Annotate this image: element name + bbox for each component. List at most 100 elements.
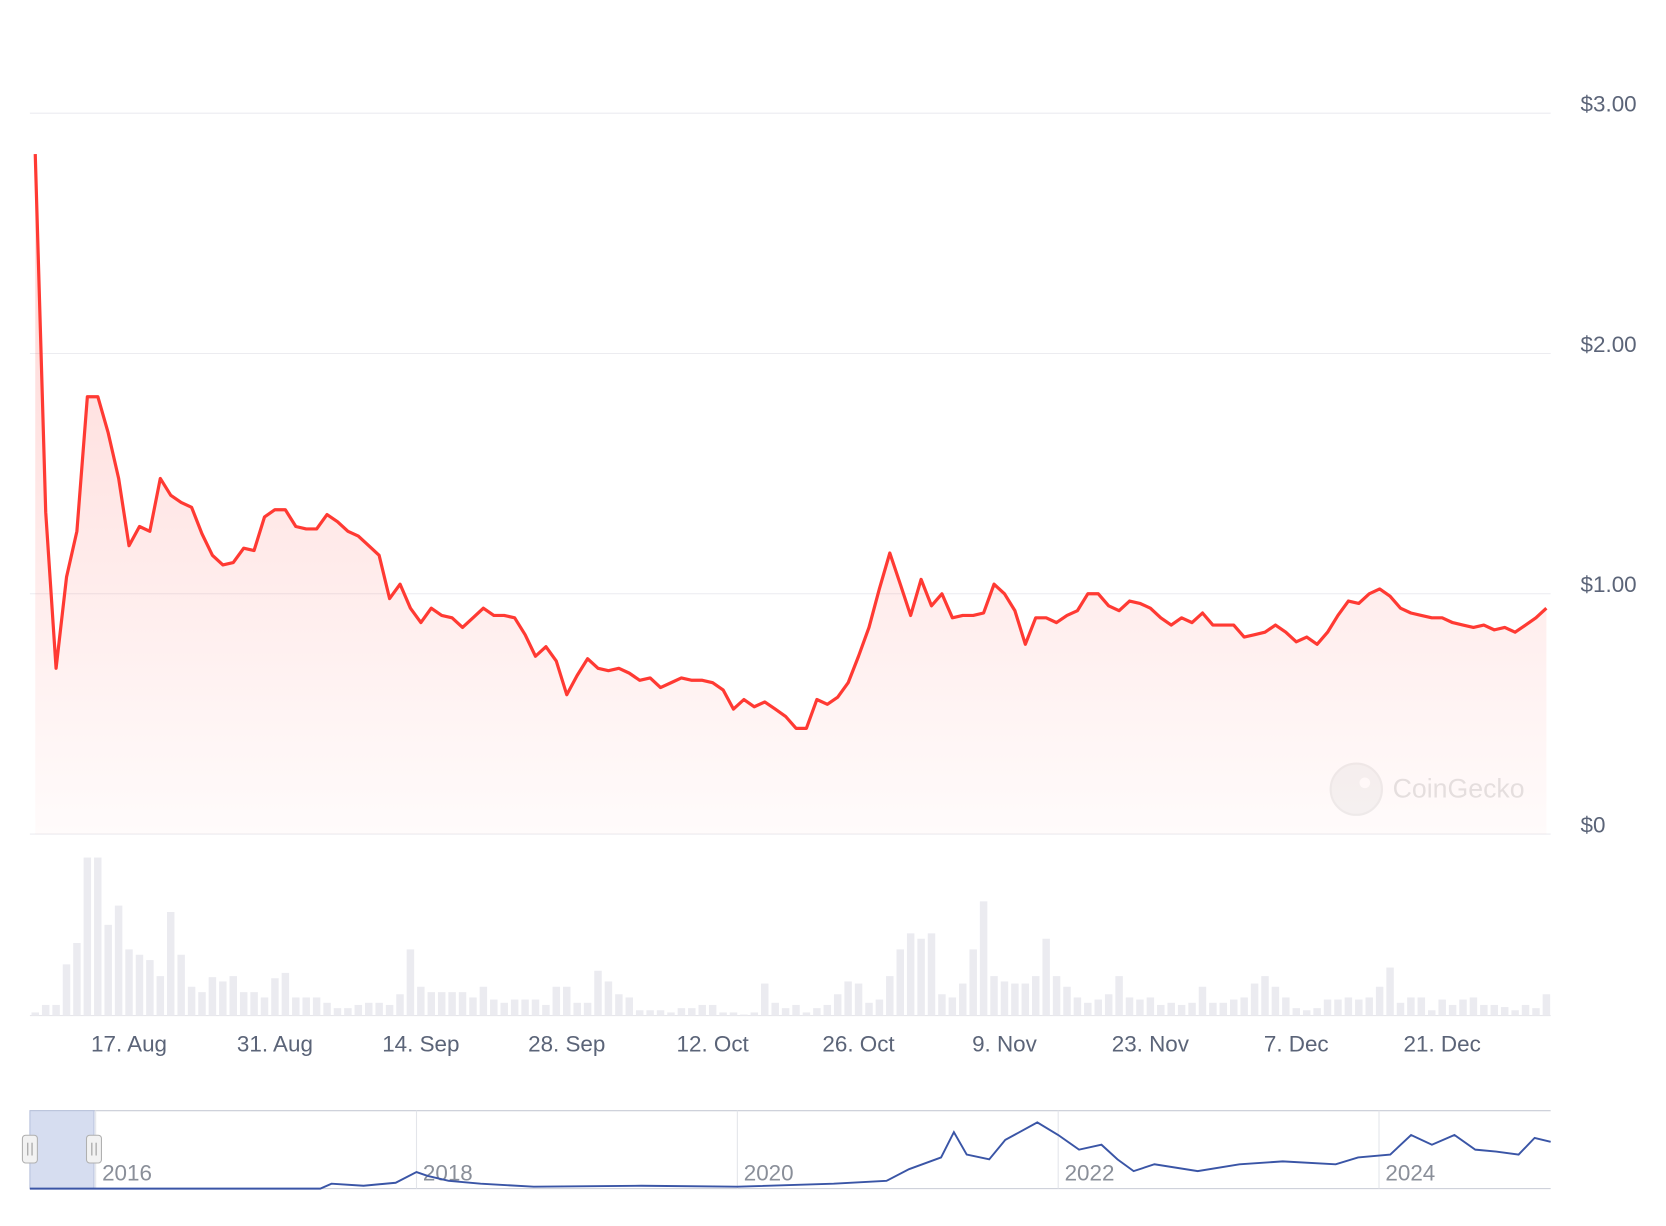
volume-bar — [365, 1002, 373, 1016]
volume-bar — [1250, 983, 1259, 1016]
volume-bar — [542, 1004, 550, 1016]
volume-bar — [333, 1008, 342, 1016]
volume-bar — [802, 1012, 811, 1016]
navigator-handle-body — [21, 1134, 38, 1164]
volume-bar — [1188, 1002, 1196, 1016]
volume-bar — [271, 978, 279, 1016]
x-tick-label: 7. Dec — [1264, 1031, 1329, 1056]
volume-bar — [833, 994, 842, 1016]
volume-bar — [1136, 999, 1144, 1016]
volume-bar — [375, 1002, 383, 1016]
volume-bar — [604, 981, 613, 1016]
volume-bar — [1459, 999, 1467, 1016]
volume-bar — [761, 983, 769, 1016]
volume-bar — [844, 981, 852, 1016]
volume-bar — [1031, 976, 1040, 1016]
volume-bar — [1480, 1004, 1488, 1016]
x-tick-label: 31. Aug — [237, 1031, 313, 1056]
volume-bar — [1521, 1004, 1530, 1016]
volume-bar — [1125, 997, 1134, 1016]
navigator-handle[interactable] — [21, 1134, 38, 1164]
volume-bar — [41, 1004, 50, 1016]
volume-bar — [479, 986, 488, 1016]
volume-bar — [990, 976, 998, 1016]
volume-bar — [771, 1002, 779, 1016]
volume-bar — [1490, 1004, 1499, 1016]
navigator-handle[interactable] — [85, 1134, 102, 1164]
volume-bar — [177, 954, 185, 1016]
volume-bar — [865, 1002, 873, 1016]
volume-bar — [406, 949, 415, 1016]
volume-bar — [323, 1002, 331, 1016]
x-tick-label: 14. Sep — [382, 1031, 459, 1056]
volume-bar — [1334, 999, 1342, 1016]
volume-bar — [979, 901, 988, 1016]
volume-bar — [469, 997, 477, 1016]
volume-bar — [1104, 994, 1113, 1016]
volume-bar — [1052, 976, 1061, 1016]
volume-bar — [1094, 999, 1102, 1016]
volume-bar — [677, 1008, 686, 1016]
volume-bar — [354, 1004, 363, 1016]
volume-bar — [385, 1004, 394, 1016]
volume-bar — [729, 1012, 738, 1016]
volume-bar — [938, 994, 946, 1016]
volume-bar — [750, 1012, 759, 1016]
volume-bar — [1042, 938, 1050, 1016]
volume-bar — [260, 997, 269, 1016]
volume-bar — [1198, 986, 1207, 1016]
volume-bar — [1511, 1010, 1519, 1016]
navigator-line — [29, 1121, 1551, 1190]
x-tick-label: 28. Sep — [528, 1031, 605, 1056]
volume-bar — [1365, 997, 1373, 1016]
volume-bar — [1428, 1010, 1436, 1016]
navigator-year-label: 2020 — [744, 1161, 794, 1186]
volume-bar — [854, 983, 863, 1016]
volume-bar — [875, 999, 884, 1016]
volume-bar — [656, 1010, 665, 1016]
volume-bar — [969, 949, 977, 1016]
volume-bar — [698, 1004, 706, 1016]
volume-bar — [688, 1008, 696, 1016]
volume-bar — [635, 1010, 644, 1016]
volume-bar — [1448, 1004, 1457, 1016]
volume-bar — [500, 1002, 508, 1016]
volume-bar — [1323, 999, 1332, 1016]
volume-bar — [114, 905, 123, 1016]
volume-bar — [1209, 1002, 1217, 1016]
volume-bar — [156, 976, 165, 1016]
volume-bar — [229, 976, 237, 1016]
volume-bar — [1261, 976, 1269, 1016]
volume-bar — [719, 1012, 727, 1016]
volume-bar — [521, 999, 529, 1016]
volume-bar — [906, 933, 915, 1016]
volume-bar — [959, 983, 967, 1016]
volume-bar — [1302, 1010, 1311, 1016]
volume-bar — [1375, 986, 1384, 1016]
volume-bar — [198, 992, 206, 1016]
volume-bar — [1313, 1008, 1321, 1016]
volume-bar — [1177, 1004, 1186, 1016]
volume-bar — [1500, 1007, 1509, 1016]
volume-bar — [615, 994, 623, 1016]
volume-bar — [1292, 1008, 1301, 1016]
volume-bar — [417, 986, 425, 1016]
volume-bar — [1240, 997, 1248, 1016]
volume-bar — [1407, 997, 1415, 1016]
volume-bar — [146, 960, 154, 1016]
volume-bar — [73, 942, 81, 1016]
volume-bar — [52, 1004, 60, 1016]
volume-bar — [1167, 1002, 1175, 1016]
volume-bar — [490, 999, 498, 1016]
volume-bar — [667, 1012, 675, 1016]
volume-bar — [1271, 986, 1280, 1016]
volume-bar — [1115, 976, 1123, 1016]
volume-bar — [219, 981, 227, 1016]
volume-bar — [708, 1004, 717, 1016]
x-tick-label: 12. Oct — [677, 1031, 750, 1056]
volume-bar — [1229, 999, 1238, 1016]
volume-bar — [823, 1004, 832, 1016]
volume-bar — [1157, 1004, 1165, 1016]
volume-bar — [1282, 997, 1290, 1016]
